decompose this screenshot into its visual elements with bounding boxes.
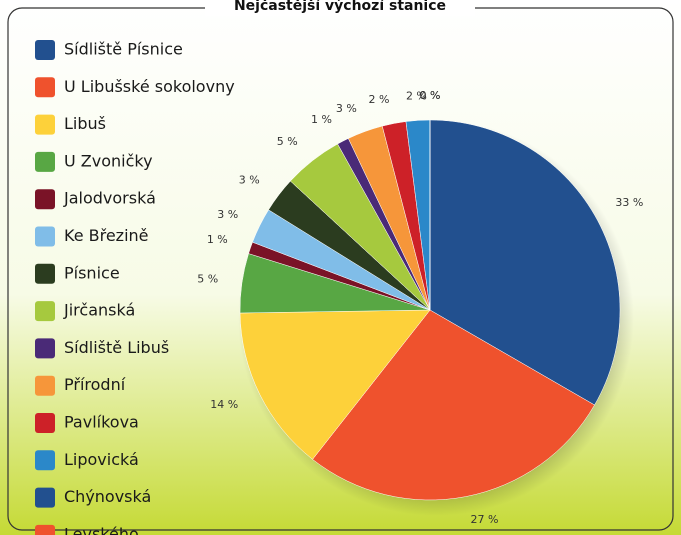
slice-label: 1 % (207, 233, 228, 246)
chart-title: Nejčastější výchozí stanice (234, 0, 446, 14)
slice-label: 2 % (406, 89, 427, 102)
legend-label: Sídliště Libuš (64, 338, 169, 357)
pie-slice (239, 309, 431, 460)
legend-swatch (35, 77, 55, 98)
legend-label: Přírodní (64, 375, 126, 394)
slice-label: 3 % (217, 208, 238, 221)
legend-label: Jalodvorská (63, 189, 156, 208)
legend-label: Libuš (64, 114, 106, 133)
slice-label: 5 % (197, 273, 218, 286)
title-gap (205, 0, 475, 16)
legend-label: Ke Březině (64, 226, 149, 245)
slice-label: 2 % (369, 93, 390, 106)
legend-label: Pavlíkova (64, 413, 139, 432)
legend-swatch (35, 114, 55, 135)
legend-swatch (35, 413, 55, 433)
legend-label: U Zvoničky (64, 151, 153, 170)
legend-swatch (35, 375, 55, 396)
slice-label: 1 % (311, 113, 332, 126)
legend: Sídliště Písnice U Libušské sokolovny Libu… (35, 40, 235, 535)
legend-label: Písnice (64, 263, 120, 282)
legend-swatch (35, 487, 55, 508)
slice-label: 0 % (420, 89, 441, 102)
legend-swatch (35, 189, 55, 210)
slice-label: 0 % (420, 89, 441, 102)
slice-label: 5 % (277, 135, 298, 148)
slice-label: 27 % (470, 513, 498, 526)
legend-swatch (35, 151, 55, 172)
legend-swatch (35, 524, 55, 535)
slice-label: 14 % (210, 398, 238, 411)
legend-swatch (35, 338, 55, 359)
legend-label: Levského (64, 524, 139, 535)
legend-label: Sídliště Písnice (64, 40, 183, 59)
legend-label: U Libušské sokolovny (64, 77, 235, 96)
pie-slice (429, 119, 621, 406)
legend-swatch (35, 40, 55, 60)
legend-swatch (35, 263, 55, 284)
legend-label: Lipovická (64, 450, 139, 469)
legend-label: Jirčanská (63, 301, 135, 320)
pie-slice (312, 309, 595, 501)
slice-label: 33 % (615, 196, 643, 209)
legend-swatch (35, 301, 55, 322)
slice-label: 3 % (239, 173, 260, 186)
pie: 33 %27 %14 %5 %1 %3 %3 %5 %1 %3 %2 % 2 %0… (197, 89, 643, 526)
slice-label: 3 % (336, 102, 357, 115)
legend-swatch (35, 226, 55, 247)
legend-label: Chýnovská (64, 487, 151, 506)
legend-swatch (35, 450, 55, 471)
